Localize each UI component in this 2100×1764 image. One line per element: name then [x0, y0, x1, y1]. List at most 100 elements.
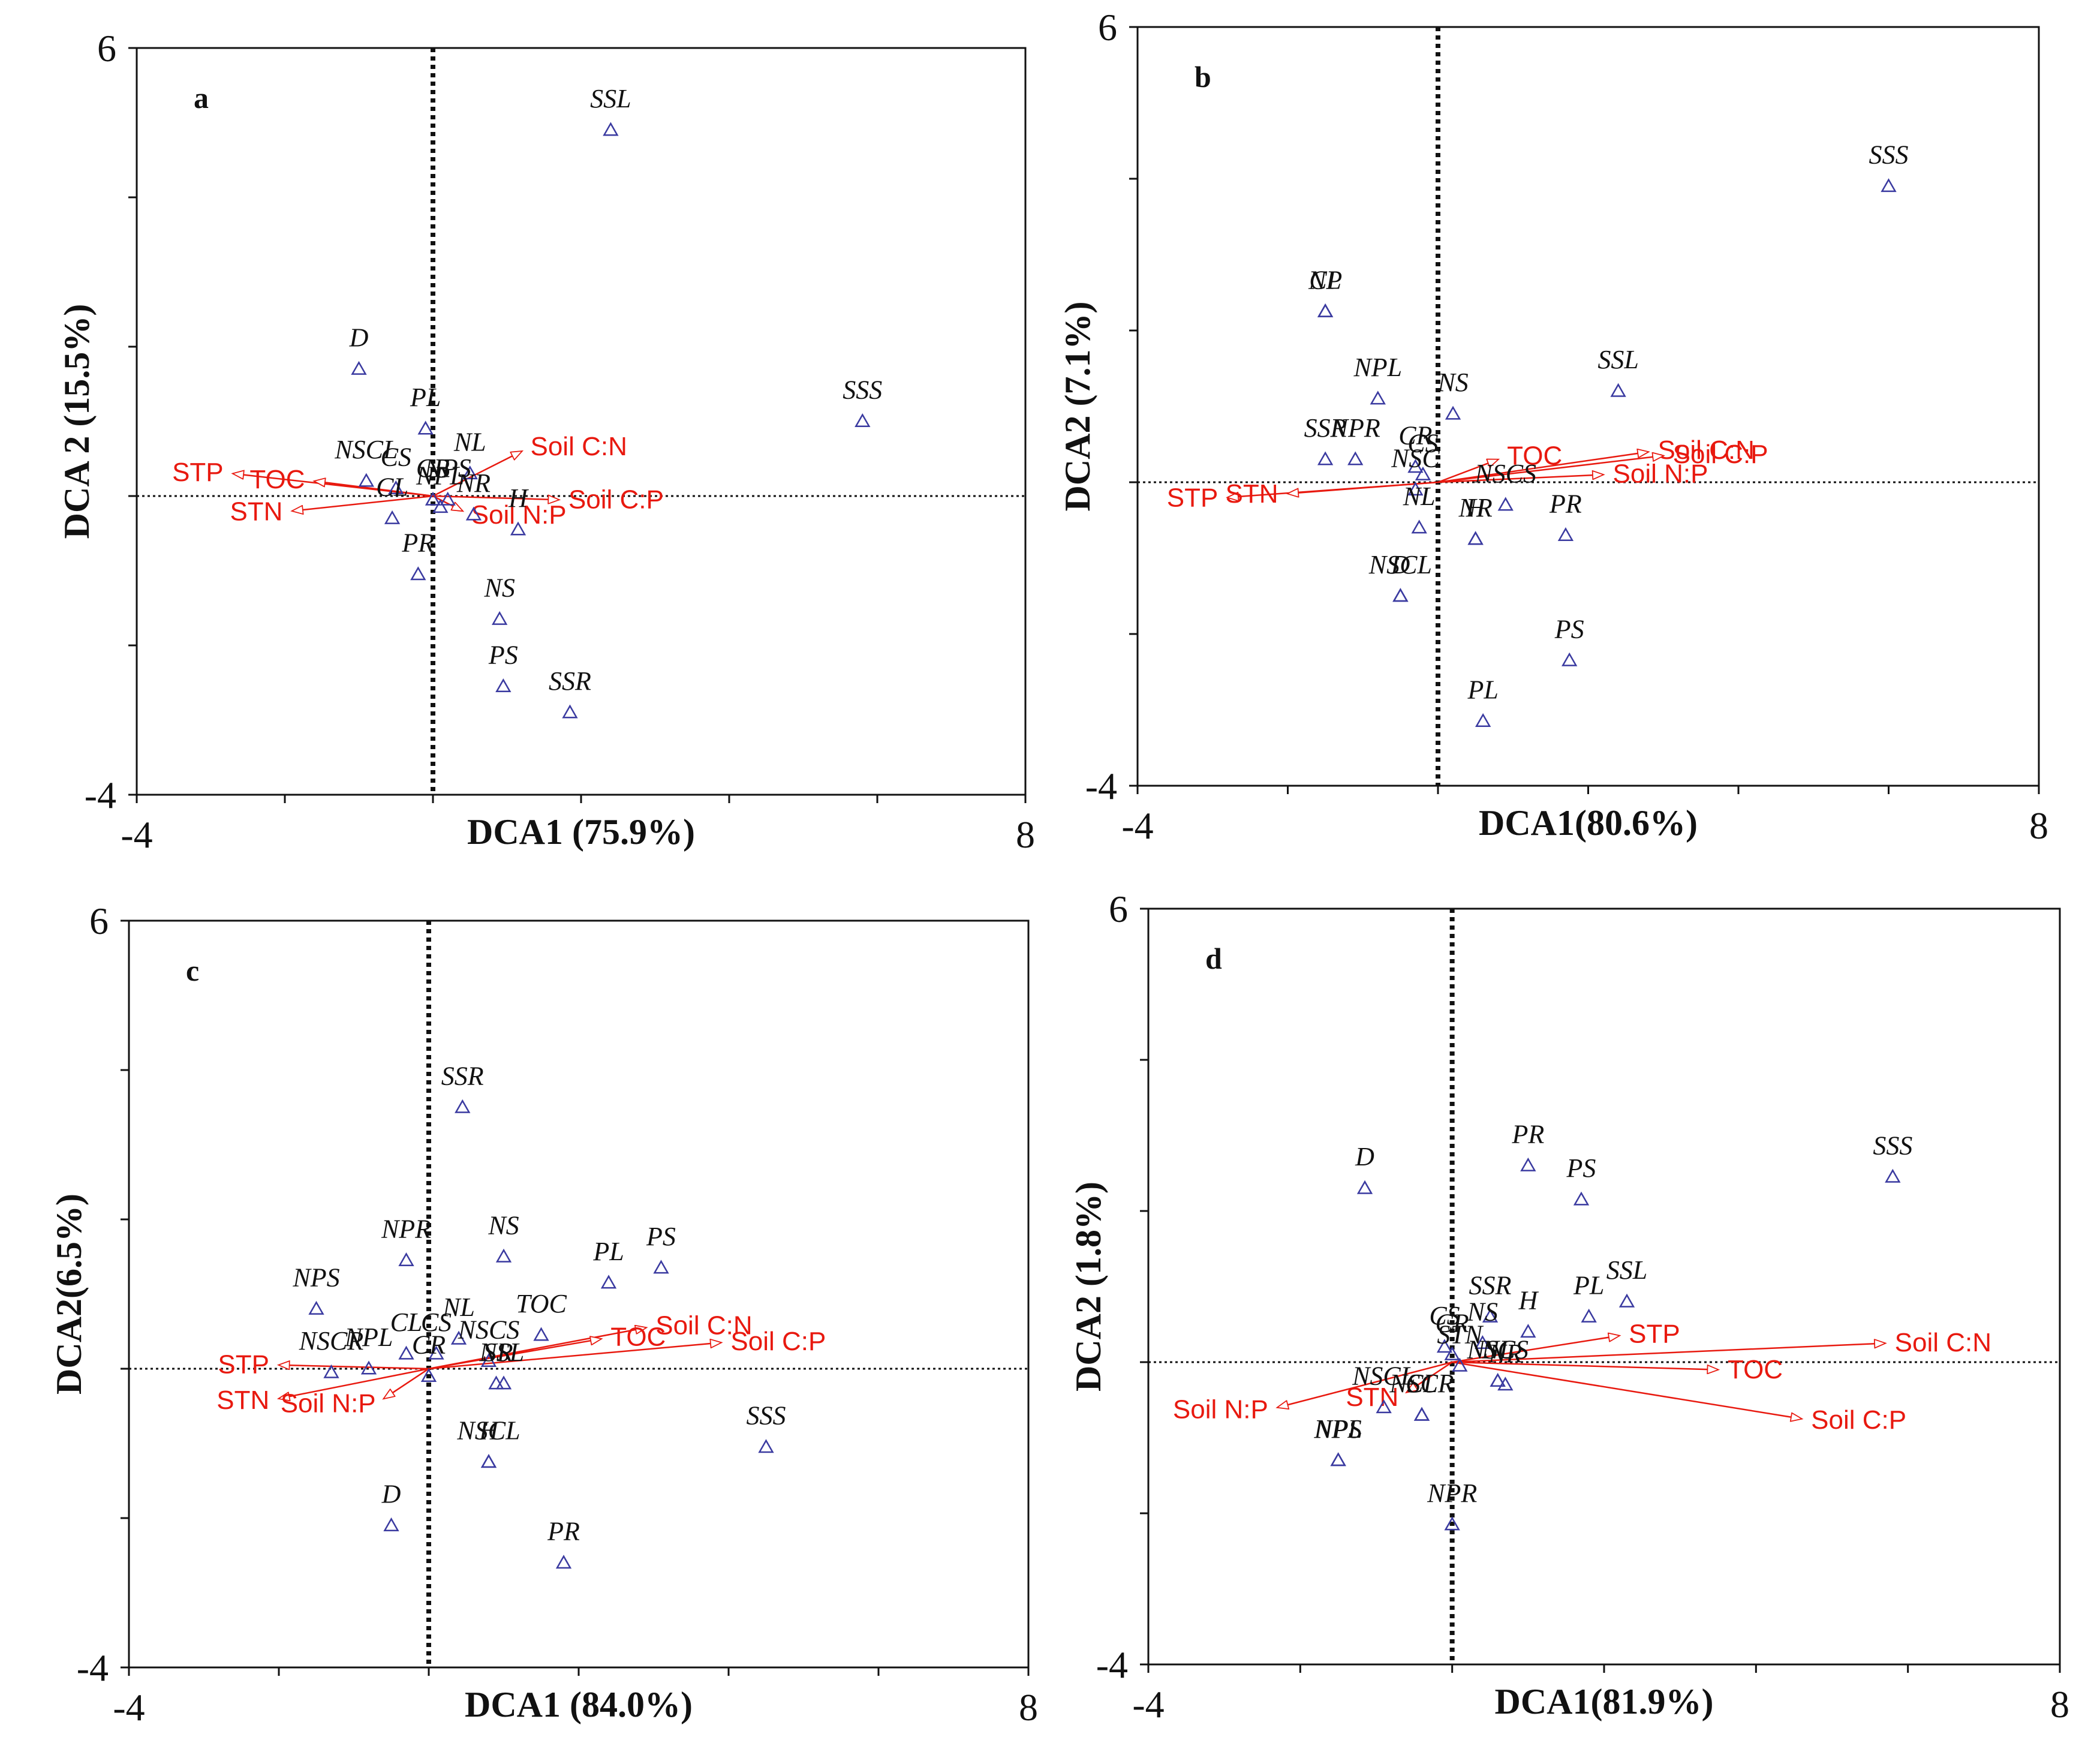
site-label-pl: PL: [592, 1237, 624, 1266]
site-marker-nl: [1411, 519, 1427, 534]
site-label-ns: NS: [488, 1210, 519, 1240]
vector-label-soil-c-n: Soil C:N: [1895, 1328, 1991, 1357]
site-marker-nr: [1497, 1377, 1514, 1391]
site-marker-nscl: [1376, 1399, 1392, 1414]
site-label-nsc: NSC: [1391, 444, 1440, 473]
site-label-sss: SSS: [1869, 140, 1909, 170]
site-marker-pl: [1475, 713, 1491, 727]
site-marker-cs: [428, 1345, 444, 1360]
vector-arrow-stn: [292, 495, 434, 511]
site-label-stn: STN: [1437, 1320, 1484, 1349]
site-marker-np: [1317, 303, 1334, 317]
site-marker-stn: [1452, 1357, 1468, 1372]
site-marker-npr: [1347, 451, 1364, 465]
x-axis-title: DCA1(81.9%): [1495, 1682, 1714, 1721]
site-label-nl: NL: [1403, 482, 1436, 511]
site-marker-nsc: [1407, 482, 1424, 496]
vector-arrow-stn: [1288, 481, 1439, 494]
site-marker-nscr: [1413, 1407, 1430, 1421]
x-tick-label-right: 8: [2050, 1683, 2069, 1726]
site-label-pl: PL: [410, 383, 441, 412]
site-marker-sss: [1881, 178, 1897, 193]
site-label-h: H: [479, 1416, 500, 1446]
site-label-npl: NPL: [1313, 1414, 1362, 1444]
site-marker-nscl: [358, 473, 375, 487]
site-marker-sss: [758, 1439, 774, 1453]
site-marker-pr: [1557, 527, 1574, 542]
plot-frame: [128, 919, 1030, 1669]
site-marker-ns: [1475, 1335, 1491, 1349]
site-marker-cr: [1407, 459, 1424, 473]
site-marker-pl: [1581, 1308, 1597, 1323]
site-label-nscl: NSCL: [1352, 1362, 1415, 1391]
y-tick-label-top: 6: [1098, 6, 1117, 49]
site-marker-pr: [555, 1555, 572, 1569]
site-marker-nl: [450, 1330, 467, 1345]
site-label-ns: NS: [1437, 368, 1468, 397]
x-axis-title: DCA1(80.6%): [1479, 803, 1698, 843]
y-axis-title: DCA2(6.5%): [49, 1194, 89, 1395]
site-label-nscr: NSCR: [1389, 1369, 1454, 1398]
site-label-pr: PR: [1511, 1119, 1544, 1149]
site-marker-cr: [1444, 1346, 1460, 1360]
vector-label-stp: STP: [172, 458, 224, 487]
vector-label-stp: STP: [218, 1350, 269, 1379]
site-marker-ssl: [603, 122, 619, 136]
vector-arrow-soil-c-n: [432, 451, 522, 497]
x-tick-label-right: 8: [1019, 1686, 1038, 1729]
site-label-ssl: SSL: [590, 84, 631, 113]
site-marker-ssr: [1317, 451, 1334, 465]
vector-label-soil-c-p: Soil C:P: [568, 485, 664, 515]
x-tick-label-right: 8: [2029, 804, 2048, 847]
site-label-nl: NL: [442, 1293, 475, 1322]
site-label-cr: CR: [416, 453, 450, 483]
vector-label-stp: STP: [1629, 1319, 1680, 1348]
site-marker-npl: [432, 499, 449, 513]
site-marker-d: [351, 360, 367, 375]
panel-d: 6 -4-4 8 DCA1(81.9%) DCA2 (1.8%) d Soil N:P STN…: [1069, 888, 2069, 1726]
site-label-ssl: SSL: [1597, 345, 1638, 374]
site-label-cs: CS: [1407, 428, 1438, 458]
site-marker-nscs: [1497, 497, 1514, 511]
site-marker-h: [1520, 1324, 1536, 1338]
vector-label-soil-c-p: Soil C:P: [1811, 1405, 1906, 1435]
site-label-nps: NPS: [292, 1263, 339, 1292]
vector-arrow-soil-c-n: [1452, 1344, 1885, 1363]
y-tick-label-top: 6: [97, 27, 116, 70]
vector-label-toc: TOC: [249, 465, 305, 494]
vector-arrow-stp: [279, 1365, 429, 1369]
site-label-sss: SSS: [1873, 1131, 1912, 1160]
site-marker-sss: [1885, 1168, 1901, 1183]
vector-label-stn: STN: [216, 1386, 269, 1415]
site-label-npr: NPR: [381, 1214, 431, 1243]
site-label-ps: PS: [1566, 1153, 1596, 1183]
site-label-cl: CL: [390, 1308, 423, 1337]
site-label-cs: CS: [381, 443, 411, 472]
site-marker-h: [1467, 531, 1484, 545]
vector-arrow-soil-n-p: [432, 495, 462, 511]
site-label-sss: SSS: [843, 375, 882, 405]
site-marker-d: [1356, 1180, 1373, 1194]
site-label-np: NP: [1308, 265, 1342, 294]
site-marker-nr: [465, 506, 482, 521]
site-label-nl: NL: [1481, 1335, 1514, 1365]
site-marker-npl: [1330, 1452, 1346, 1467]
site-marker-ssr: [1482, 1308, 1499, 1323]
site-marker-nr: [488, 1375, 504, 1390]
vector-label-stp: STP: [1167, 483, 1219, 512]
site-label-h: H: [1466, 493, 1487, 522]
y-tick-label-bottom: -4: [77, 1646, 109, 1689]
site-label-nscl: NSCL: [1368, 550, 1432, 579]
site-marker-cl: [1413, 1407, 1430, 1421]
vector-arrow-toc: [1437, 459, 1498, 483]
y-tick-label-bottom: -4: [1096, 1643, 1128, 1686]
site-label-pl: PL: [1467, 675, 1498, 704]
site-label-ssr: SSR: [549, 666, 591, 696]
vector-label-stn: STN: [1226, 479, 1278, 509]
site-label-pl: PL: [1573, 1270, 1604, 1300]
vector-label-soil-n-p: Soil N:P: [281, 1389, 376, 1419]
vector-label-soil-n-p: Soil N:P: [1173, 1395, 1268, 1425]
x-tick-label-left: -4: [121, 813, 152, 856]
y-axis-title: DCA2 (1.8%): [1069, 1182, 1108, 1392]
